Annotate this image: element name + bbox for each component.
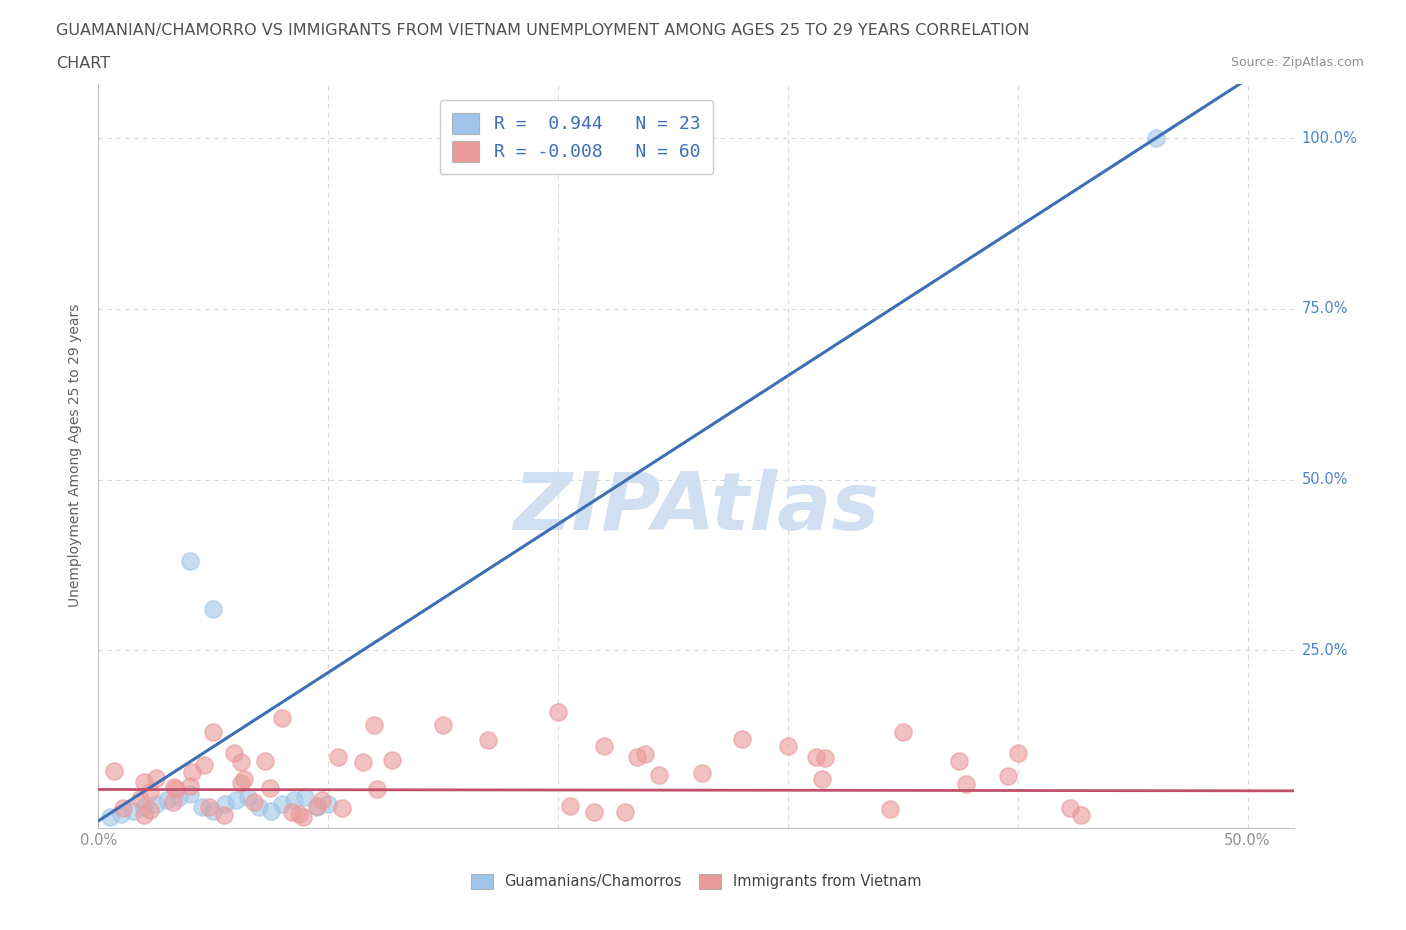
Point <box>316 796 339 811</box>
Point <box>271 796 294 811</box>
Point <box>731 732 754 747</box>
Point <box>132 775 155 790</box>
Point <box>139 803 162 817</box>
Point <box>955 777 977 791</box>
Point <box>138 785 160 800</box>
Point <box>134 800 156 815</box>
Text: Source: ZipAtlas.com: Source: ZipAtlas.com <box>1230 56 1364 69</box>
Point <box>352 754 374 769</box>
Point <box>198 799 221 814</box>
Text: CHART: CHART <box>56 56 110 71</box>
Point <box>381 752 404 767</box>
Point <box>132 807 155 822</box>
Point <box>547 704 569 719</box>
Point <box>558 799 581 814</box>
Point <box>311 792 333 807</box>
Point <box>224 746 246 761</box>
Point <box>243 794 266 809</box>
Point <box>280 804 302 819</box>
Point <box>432 718 454 733</box>
Point <box>332 801 354 816</box>
Text: 100.0%: 100.0% <box>1302 131 1358 146</box>
Point <box>202 724 225 739</box>
Point <box>202 804 225 818</box>
Point <box>1144 131 1167 146</box>
Point <box>814 751 837 765</box>
Point <box>366 782 388 797</box>
Point <box>613 804 636 819</box>
Point <box>162 795 184 810</box>
Point <box>229 776 252 790</box>
Point <box>225 793 247 808</box>
Point <box>103 764 125 778</box>
Point <box>179 554 201 569</box>
Point <box>307 799 329 814</box>
Point <box>477 733 499 748</box>
Point <box>193 757 215 772</box>
Point <box>879 802 901 817</box>
Point <box>891 724 914 739</box>
Point <box>191 800 214 815</box>
Point <box>690 766 713 781</box>
Point <box>583 804 606 819</box>
Point <box>1070 808 1092 823</box>
Text: 25.0%: 25.0% <box>1302 643 1348 658</box>
Point <box>626 750 648 764</box>
Point <box>271 711 294 726</box>
Point <box>811 771 834 786</box>
Point <box>129 792 152 807</box>
Point <box>232 772 254 787</box>
Point <box>776 738 799 753</box>
Point <box>283 793 305 808</box>
Point <box>804 750 827 764</box>
Point <box>122 804 145 818</box>
Text: GUAMANIAN/CHAMORRO VS IMMIGRANTS FROM VIETNAM UNEMPLOYMENT AMONG AGES 25 TO 29 Y: GUAMANIAN/CHAMORRO VS IMMIGRANTS FROM VI… <box>56 23 1029 38</box>
Point <box>253 754 276 769</box>
Point <box>163 780 186 795</box>
Point <box>231 755 253 770</box>
Point <box>145 770 167 785</box>
Point <box>593 738 616 753</box>
Point <box>236 790 259 804</box>
Text: ZIPAtlas: ZIPAtlas <box>513 469 879 547</box>
Point <box>165 781 187 796</box>
Text: 50.0%: 50.0% <box>1302 472 1348 487</box>
Point <box>1059 801 1081 816</box>
Legend: Guamanians/Chamorros, Immigrants from Vietnam: Guamanians/Chamorros, Immigrants from Vi… <box>465 868 927 895</box>
Point <box>111 800 134 815</box>
Point <box>259 780 281 795</box>
Point <box>288 806 311 821</box>
Point <box>648 767 671 782</box>
Point <box>110 806 132 821</box>
Point <box>247 800 270 815</box>
Point <box>260 804 283 818</box>
Point <box>363 718 385 733</box>
Point <box>214 808 236 823</box>
Point <box>179 786 201 801</box>
Text: 75.0%: 75.0% <box>1302 301 1348 316</box>
Point <box>179 778 201 793</box>
Point <box>167 790 190 804</box>
Point <box>305 800 328 815</box>
Point <box>156 793 179 808</box>
Y-axis label: Unemployment Among Ages 25 to 29 years: Unemployment Among Ages 25 to 29 years <box>69 304 83 607</box>
Point <box>292 810 315 825</box>
Point <box>180 764 202 779</box>
Point <box>634 747 657 762</box>
Point <box>948 754 970 769</box>
Point <box>326 750 349 764</box>
Point <box>145 796 167 811</box>
Point <box>294 790 316 804</box>
Point <box>997 769 1019 784</box>
Point <box>98 810 121 825</box>
Point <box>1007 745 1029 760</box>
Point <box>214 796 236 811</box>
Point <box>202 602 225 617</box>
